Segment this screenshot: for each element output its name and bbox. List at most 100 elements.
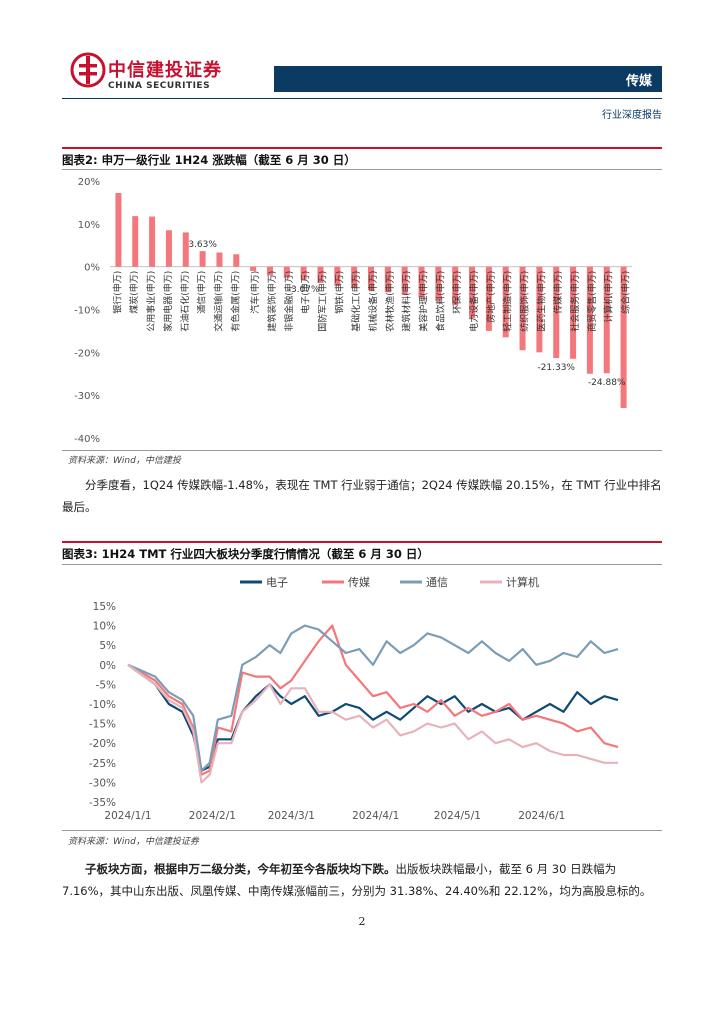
bar <box>401 266 408 295</box>
legend-label: 计算机 <box>506 575 539 589</box>
bar <box>570 266 577 359</box>
category-label: 银行(申万) <box>111 271 123 314</box>
figure2-top-rule <box>62 147 662 149</box>
data-label: -3.07% <box>288 285 320 295</box>
category-label: 轻工制造(申万) <box>502 271 514 332</box>
bar <box>485 266 492 331</box>
y-tick-label: -20% <box>74 348 100 359</box>
y-tick-label: -5% <box>96 679 116 691</box>
category-label: 电力设备(申万) <box>468 271 480 332</box>
bar <box>334 266 341 286</box>
category-label: 通信(申万) <box>196 271 208 314</box>
category-label: 交通运输(申万) <box>212 271 224 332</box>
y-tick-label: 15% <box>93 601 116 613</box>
category-label: 钢铁(申万) <box>333 271 345 314</box>
figure3-title: 图表3: 1H24 TMT 行业四大板块分季度行情情况（截至 6 月 30 日） <box>62 547 429 561</box>
page-number: 2 <box>358 915 366 928</box>
citic-logo-icon <box>70 52 106 88</box>
company-logo <box>70 52 106 88</box>
y-tick-label: -35% <box>89 797 116 809</box>
category-label: 基础化工(申万) <box>350 271 362 332</box>
company-name-en: CHINA SECURITIES <box>108 81 211 91</box>
industry-category: 传媒 <box>625 74 652 89</box>
figure3-bottom-rule <box>62 830 662 831</box>
company-name-cn: 中信建投证券 <box>108 60 222 81</box>
y-tick-label: -10% <box>89 699 116 711</box>
category-label: 国防军工(申万) <box>316 271 328 332</box>
category-label: 公用事业(申万) <box>145 271 157 332</box>
category-label: 煤炭(申万) <box>128 271 140 314</box>
bar <box>199 251 206 267</box>
legend-label: 电子 <box>266 576 288 589</box>
category-label: 环保(申万) <box>451 271 463 314</box>
category-label: 汽车(申万) <box>249 271 261 314</box>
paragraph-subsectors: 子板块方面，根据申万二级分类，今年初至今各版块均下跌。出版板块跌幅最小，截至 6… <box>62 858 662 902</box>
paragraph-subsectors-lead: 子板块方面，根据申万二级分类，今年初至今各版块均下跌。 <box>85 862 396 876</box>
data-label: 3.63% <box>188 240 217 250</box>
bar <box>233 254 240 267</box>
series-line <box>127 624 619 776</box>
bar <box>452 266 459 306</box>
bar <box>469 266 476 319</box>
category-label: 机械设备(申万) <box>367 271 379 332</box>
paragraph-quarterly: 分季度看，1Q24 传媒跌幅-1.48%，表现在 TMT 行业弱于通信；2Q24… <box>62 478 662 514</box>
bar <box>536 266 543 353</box>
x-tick-label: 2024/4/1 <box>352 810 399 822</box>
x-tick-label: 2024/2/1 <box>189 810 236 822</box>
category-label: 综合(申万) <box>620 271 632 314</box>
figure2-title-rule <box>62 169 662 170</box>
bar <box>586 266 593 374</box>
paragraph-subsectors-body: 出版板块跌幅最小，截至 6 月 30 日跌幅为 7.16%，其中山东出版、凤凰传… <box>62 862 652 898</box>
category-label: 家用电器(申万) <box>162 271 174 332</box>
bar <box>519 266 526 351</box>
category-label: 有色金属(申万) <box>229 271 241 332</box>
y-tick-label: -40% <box>74 434 100 445</box>
category-label: 房地产(申万) <box>485 271 497 323</box>
category-label: 农林牧渔(申万) <box>384 271 396 332</box>
bar <box>603 266 610 374</box>
series-line <box>127 663 618 784</box>
figure2-bar-chart: 20% 10% 0% -10% -20% -30% -40% 银行(申万) 煤炭(申万) 公用事业… <box>74 177 632 445</box>
bar <box>435 266 442 301</box>
figure3-title-rule <box>62 564 662 565</box>
figure2-title: 图表2: 申万一级行业 1H24 涨跌幅（截至 6 月 30 日） <box>62 153 356 167</box>
category-label: 商贸零售(申万) <box>586 271 598 332</box>
category-label: 传媒(申万) <box>552 271 564 314</box>
bar <box>165 230 172 267</box>
bar <box>216 252 223 267</box>
category-label: 计算机(申万) <box>603 271 615 323</box>
bar <box>250 266 257 271</box>
category-label: 食品饮料(申万) <box>434 271 446 332</box>
bar <box>115 192 122 267</box>
category-label: 建筑材料(申万) <box>401 271 413 332</box>
bar <box>502 266 509 338</box>
legend-label: 传媒 <box>348 576 370 589</box>
y-tick-label: 20% <box>78 177 100 188</box>
y-tick-label: -30% <box>89 777 116 789</box>
category-label: 纺织服饰(申万) <box>519 271 531 332</box>
y-tick-label: 0% <box>84 263 100 274</box>
bar <box>351 266 358 289</box>
bar <box>132 216 139 267</box>
bar <box>553 266 560 359</box>
legend-label: 通信 <box>426 576 448 589</box>
header-bar: 传媒 <box>274 66 662 92</box>
figure2-bottom-rule <box>62 450 662 451</box>
y-tick-label: -15% <box>89 719 116 731</box>
category-label: 电子(申万) <box>300 271 312 314</box>
bar <box>149 216 156 267</box>
bar <box>283 266 290 278</box>
bar <box>418 266 425 298</box>
category-label: 社会服务(申万) <box>569 271 581 332</box>
y-tick-label: -30% <box>74 391 100 402</box>
figure2-source: 资料来源：Wind，中信建投 <box>68 456 181 466</box>
category-label: 建筑装饰(申万) <box>266 271 278 332</box>
series-line <box>127 624 619 772</box>
category-label: 非银金融(申万) <box>283 271 295 332</box>
header-divider <box>62 98 662 99</box>
category-label: 医药生物(申万) <box>535 271 547 332</box>
bar <box>182 232 189 267</box>
y-tick-label: 10% <box>93 621 116 633</box>
x-tick-label: 2024/1/1 <box>104 810 151 822</box>
bar <box>266 266 273 276</box>
